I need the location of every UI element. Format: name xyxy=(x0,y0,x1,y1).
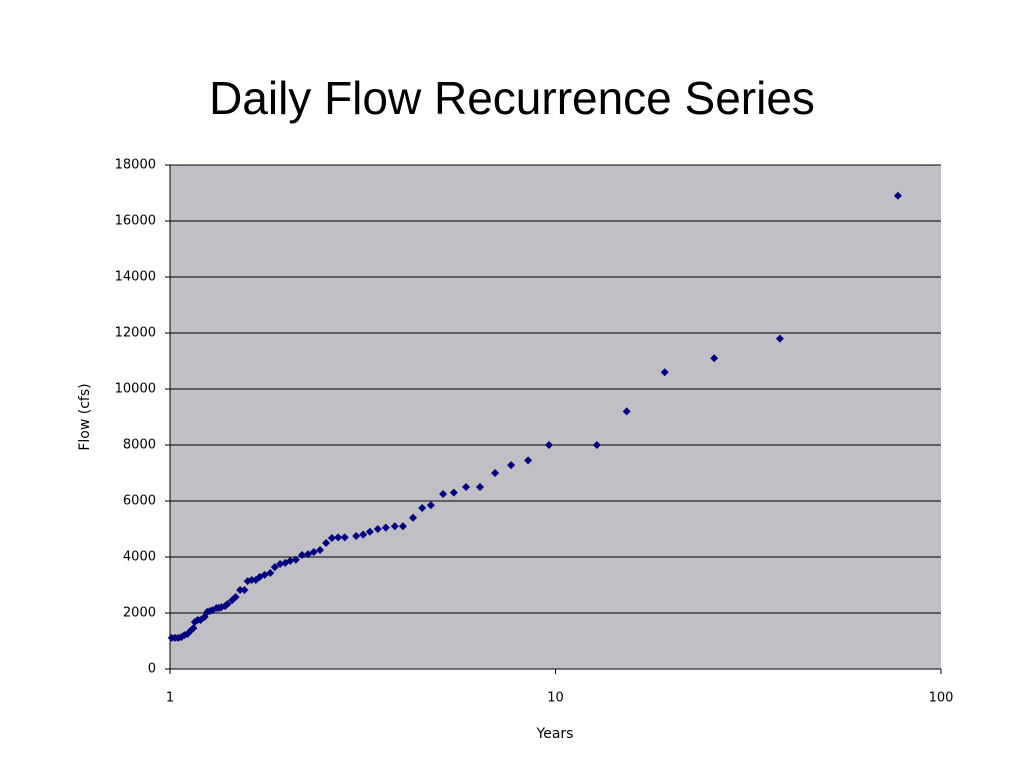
data-point xyxy=(316,546,325,554)
data-point xyxy=(276,560,285,568)
data-point xyxy=(390,522,399,531)
y-axis-label: Flow (cfs) xyxy=(77,383,93,450)
data-point xyxy=(291,555,300,564)
plot-area xyxy=(170,165,941,669)
data-point xyxy=(190,617,199,626)
data-point xyxy=(309,547,318,556)
data-point xyxy=(167,633,176,642)
data-point xyxy=(298,551,307,560)
data-point xyxy=(462,483,471,491)
x-tick-label: 100 xyxy=(929,691,954,706)
y-tick-label: 6000 xyxy=(123,494,156,509)
data-point xyxy=(251,575,260,584)
y-tick-label: 0 xyxy=(148,662,156,677)
data-point xyxy=(281,558,290,567)
data-point xyxy=(381,523,390,532)
data-point xyxy=(243,577,252,586)
data-point xyxy=(359,530,368,539)
data-point xyxy=(439,490,448,498)
x-tick-label: 1 xyxy=(166,691,174,706)
data-point xyxy=(475,483,484,491)
x-axis-label: Years xyxy=(536,726,574,742)
y-tick-label: 4000 xyxy=(123,550,156,565)
y-tick-label: 10000 xyxy=(115,382,156,397)
data-point xyxy=(592,441,601,449)
data-point xyxy=(507,461,516,470)
y-tick-label: 12000 xyxy=(115,326,156,341)
y-tick-label: 18000 xyxy=(115,158,156,173)
data-point xyxy=(660,368,669,377)
chart-title: Daily Flow Recurrence Series xyxy=(209,72,815,124)
data-point xyxy=(622,407,631,416)
data-point xyxy=(449,488,458,497)
data-point xyxy=(270,563,279,572)
data-point xyxy=(373,525,382,533)
data-point xyxy=(322,539,331,547)
data-point xyxy=(775,334,784,343)
y-tick-label: 2000 xyxy=(123,606,156,621)
data-point xyxy=(365,527,374,536)
data-point xyxy=(240,586,249,595)
data-point xyxy=(545,441,554,449)
data-point xyxy=(491,469,500,477)
data-point xyxy=(327,533,336,542)
data-point xyxy=(398,522,407,531)
data-point xyxy=(418,504,427,512)
y-tick-label: 8000 xyxy=(123,438,156,453)
data-point xyxy=(352,532,361,540)
data-point xyxy=(710,354,719,363)
data-point xyxy=(340,533,349,542)
data-point xyxy=(228,596,237,605)
data-point xyxy=(334,533,343,542)
data-point xyxy=(893,191,902,200)
data-point xyxy=(409,513,418,522)
x-tick-label: 10 xyxy=(547,691,564,706)
data-point xyxy=(426,501,435,510)
y-tick-label: 16000 xyxy=(115,214,156,229)
data-point xyxy=(303,550,312,559)
data-point xyxy=(236,586,245,595)
y-tick-label: 14000 xyxy=(115,270,156,285)
data-point xyxy=(524,456,533,465)
